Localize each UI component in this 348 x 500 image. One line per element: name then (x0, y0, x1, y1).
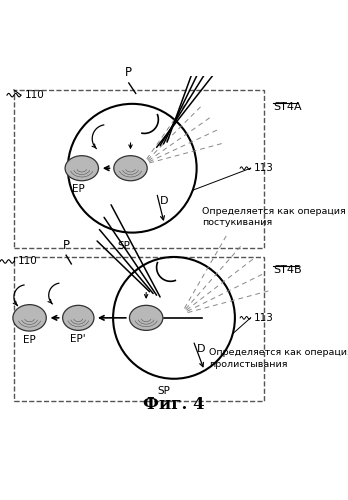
Text: EP: EP (72, 184, 85, 194)
Text: 110: 110 (17, 256, 37, 266)
Ellipse shape (114, 156, 147, 180)
Text: SP: SP (117, 240, 130, 250)
Text: D: D (160, 196, 168, 206)
Text: P: P (63, 238, 70, 252)
Ellipse shape (129, 306, 163, 330)
Text: D: D (197, 344, 205, 354)
Text: 110: 110 (24, 90, 44, 100)
Text: Определяется как операция
пролистывания: Определяется как операция пролистывания (209, 348, 348, 369)
Ellipse shape (13, 304, 46, 331)
Text: ST4B: ST4B (273, 264, 302, 274)
Text: 113: 113 (254, 163, 274, 173)
Text: SP: SP (157, 386, 170, 396)
Text: Определяется как операция
постукивания: Определяется как операция постукивания (202, 206, 346, 228)
Bar (14, 257, 264, 402)
Bar (14, 90, 264, 248)
Text: ST4A: ST4A (273, 102, 302, 112)
Text: Фиг. 4: Фиг. 4 (143, 396, 205, 413)
Text: P: P (125, 66, 132, 80)
Text: 113: 113 (254, 313, 274, 323)
Text: EP': EP' (71, 334, 86, 344)
Ellipse shape (63, 306, 94, 330)
Ellipse shape (65, 156, 98, 180)
Text: EP: EP (23, 334, 36, 344)
